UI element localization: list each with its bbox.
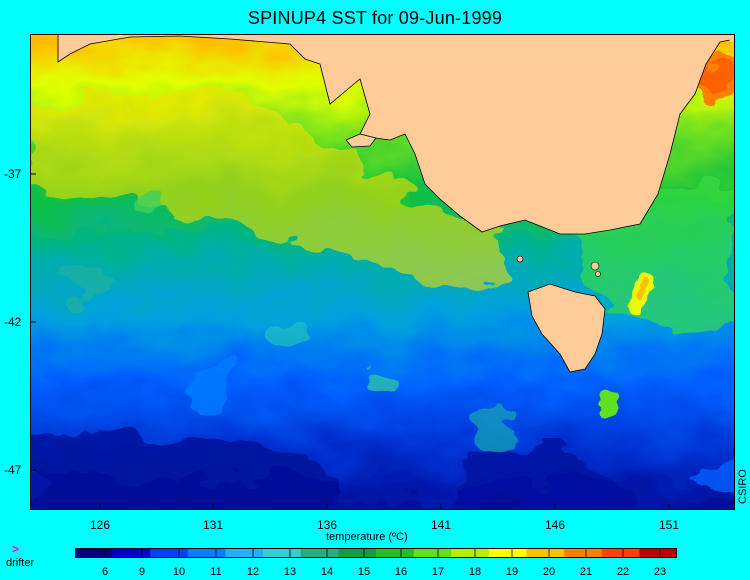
colorbar-segment <box>639 548 677 558</box>
colorbar-segment <box>451 548 490 558</box>
colorbar-tick-label: 20 <box>542 566 556 578</box>
colorbar-tick-label: 18 <box>468 566 482 578</box>
colorbar-outline <box>75 548 677 558</box>
land-mainland <box>57 34 735 235</box>
colorbar-tick-label: 21 <box>579 566 593 578</box>
map-title: SPINUP4 SST for 09-Jun-1999 <box>247 8 503 28</box>
colorbar-tick-label: 16 <box>394 566 408 578</box>
lon-label: 126 <box>89 518 111 532</box>
colorbar-segment <box>526 548 565 558</box>
colorbar-segment <box>564 548 603 558</box>
lat-label: -37 <box>4 167 22 181</box>
lon-label: 146 <box>544 518 566 532</box>
land-tasmania <box>527 283 606 373</box>
lat-ticks <box>30 173 36 471</box>
lon-label: 131 <box>202 518 224 532</box>
colorbar-title: temperature (ºC) <box>326 531 408 543</box>
colorbar-segment <box>338 548 377 558</box>
colorbar <box>75 548 677 558</box>
sst-map <box>30 34 735 510</box>
land-kangaroo-island <box>345 133 377 148</box>
colorbar-tick-label: 13 <box>283 566 297 578</box>
drifter-symbol-icon: > <box>12 542 20 556</box>
lat-label: -42 <box>4 315 22 329</box>
colorbar-segment <box>187 548 227 558</box>
colorbar-segment <box>488 548 528 558</box>
colorbar-tick-label: 22 <box>616 566 630 578</box>
colorbar-segment <box>263 548 302 558</box>
colorbar-tick-label: 14 <box>320 566 334 578</box>
credit-label: CSIRO <box>737 469 749 504</box>
colorbar-tick-label: 9 <box>138 566 146 578</box>
lon-label: 151 <box>658 518 680 532</box>
lon-ticks <box>99 504 670 510</box>
colorbar-segment <box>376 548 415 558</box>
drifter-label: drifter <box>6 557 35 569</box>
colorbar-tick-label: 10 <box>172 566 186 578</box>
colorbar-tick-label: 6 <box>101 566 109 578</box>
colorbar-segment <box>601 548 640 558</box>
lon-label: 141 <box>430 518 452 532</box>
colorbar-tick-label: 23 <box>653 566 667 578</box>
colorbar-tick-label: 19 <box>505 566 519 578</box>
colorbar-segment <box>300 548 339 558</box>
lon-label: 136 <box>316 518 338 532</box>
colorbar-tick-label: 11 <box>210 566 222 578</box>
colorbar-segment <box>225 548 264 558</box>
colorbar-tick-label: 12 <box>246 566 260 578</box>
colorbar-tick-label: 17 <box>431 566 445 578</box>
colorbar-segment <box>413 548 452 558</box>
colorbar-segment <box>112 548 151 558</box>
lat-label: -47 <box>4 463 22 477</box>
sst-map-canvas <box>30 34 735 510</box>
colorbar-tick-label: 15 <box>357 566 371 578</box>
colorbar-segment <box>75 548 114 558</box>
colorbar-segment <box>150 548 189 558</box>
